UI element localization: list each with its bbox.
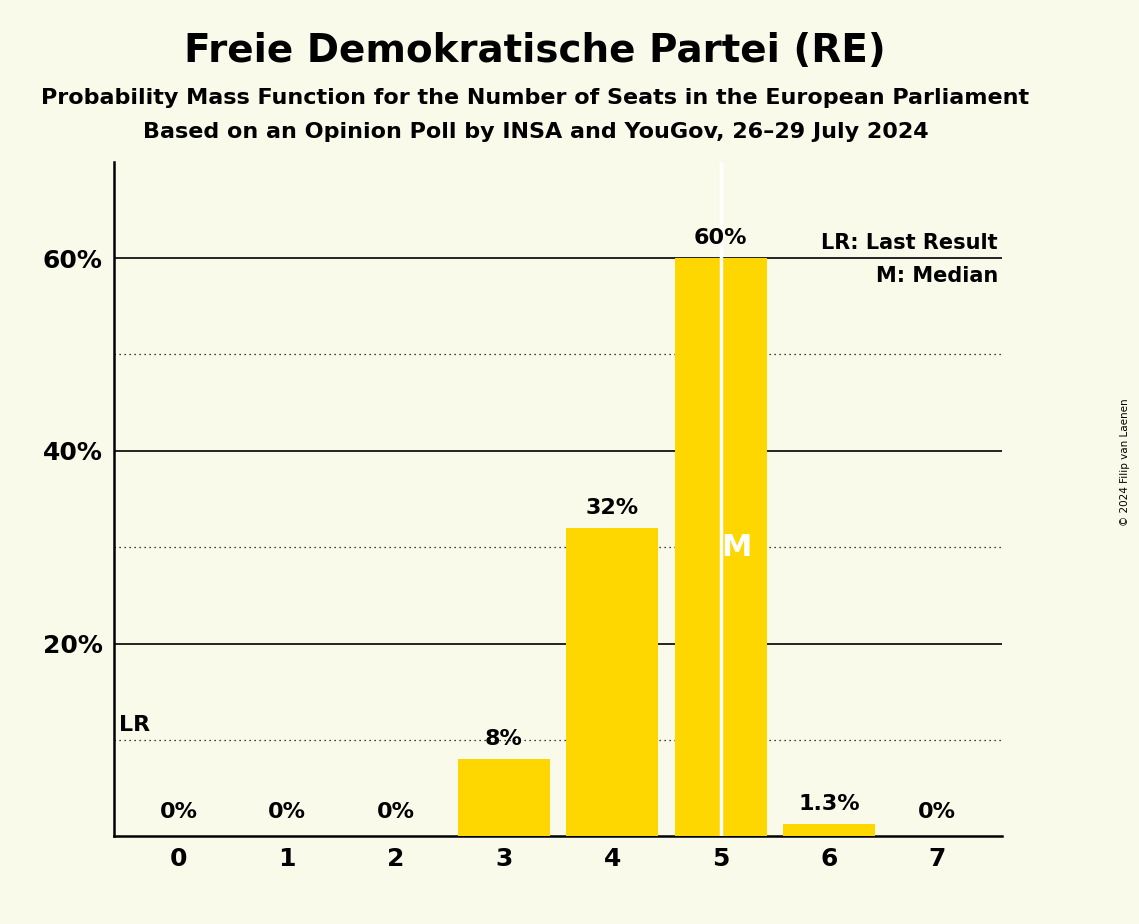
Text: LR: LR (120, 715, 150, 736)
Text: 0%: 0% (159, 802, 198, 821)
Text: 32%: 32% (585, 498, 639, 518)
Text: 0%: 0% (918, 802, 957, 821)
Text: 0%: 0% (269, 802, 306, 821)
Text: 60%: 60% (694, 228, 747, 249)
Text: 0%: 0% (377, 802, 415, 821)
Text: Based on an Opinion Poll by INSA and YouGov, 26–29 July 2024: Based on an Opinion Poll by INSA and You… (142, 122, 928, 142)
Text: LR: Last Result: LR: Last Result (821, 233, 998, 252)
Text: Probability Mass Function for the Number of Seats in the European Parliament: Probability Mass Function for the Number… (41, 88, 1030, 108)
Text: 8%: 8% (485, 729, 523, 749)
Bar (566, 528, 658, 836)
Bar (782, 823, 875, 836)
Text: Freie Demokratische Partei (RE): Freie Demokratische Partei (RE) (185, 32, 886, 70)
Text: © 2024 Filip van Laenen: © 2024 Filip van Laenen (1120, 398, 1130, 526)
Text: M: M (722, 532, 752, 562)
Text: 1.3%: 1.3% (798, 794, 860, 814)
Bar (458, 760, 550, 836)
Bar (674, 258, 767, 836)
Text: M: Median: M: Median (876, 266, 998, 286)
